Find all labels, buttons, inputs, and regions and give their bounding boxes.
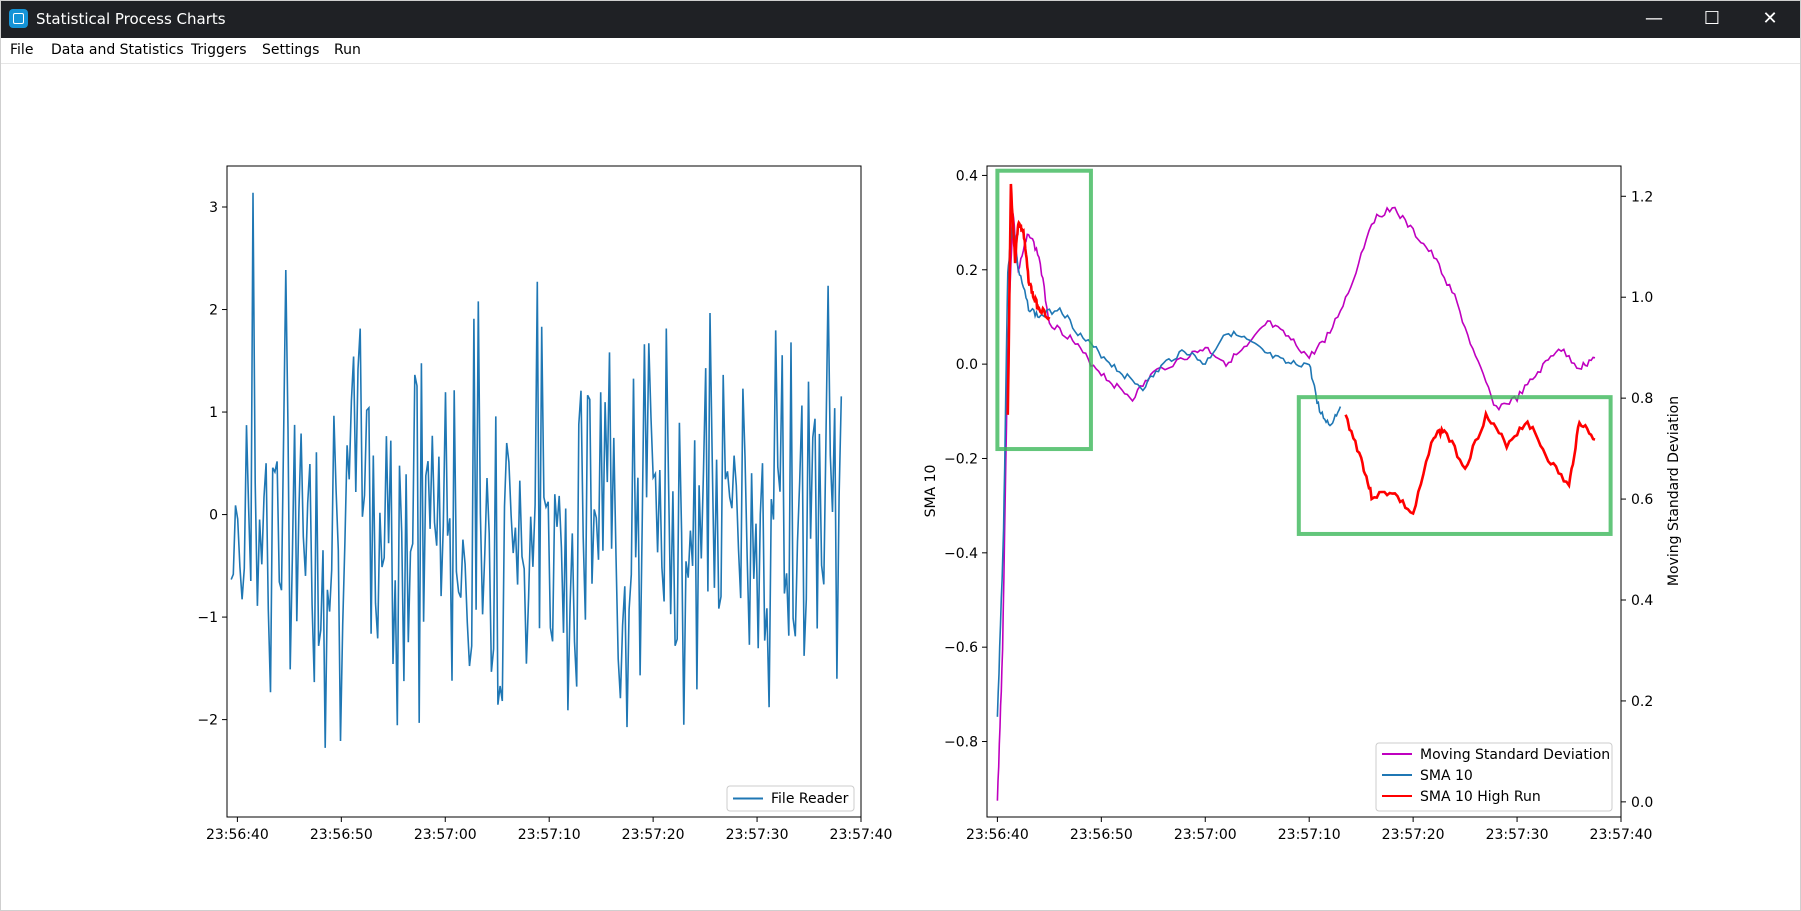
x-tick-label: 23:57:00 [1174, 827, 1237, 843]
y-right-tick-label: 1.2 [1631, 189, 1653, 205]
sma-10-high-run-line [1344, 409, 1596, 516]
title-bar: Statistical Process Charts — ☐ ✕ [0, 0, 1801, 38]
close-button[interactable]: ✕ [1762, 8, 1778, 29]
legend: File Reader [726, 785, 855, 812]
y-tick-label: −0.6 [944, 640, 978, 656]
x-tick-label: 23:56:40 [966, 827, 1029, 843]
y-right-axis-label: Moving Standard Deviation [1666, 396, 1682, 586]
menu-file[interactable]: File [10, 42, 34, 58]
y-right-tick-label: 0.8 [1631, 391, 1653, 407]
plot-frame [226, 165, 862, 818]
x-tick-label: 23:57:20 [1382, 827, 1445, 843]
y-right-tick-label: 0.4 [1631, 593, 1653, 609]
legend-entry: Moving Standard Deviation [1420, 747, 1610, 763]
x-tick-label: 23:57:20 [622, 827, 685, 843]
legend-box [1375, 742, 1613, 812]
sma-chart: 23:56:40 23:56:50 23:57:00 23:57:10 23:57:20… [923, 165, 1682, 843]
y-tick-label: 3 [209, 200, 218, 216]
menu-run[interactable]: Run [334, 42, 361, 58]
high-run-highlight-box [1296, 395, 1613, 536]
high-run-highlight-box [995, 168, 1093, 452]
x-tick-label: 23:56:50 [1070, 827, 1133, 843]
y-tick-label: −1 [197, 610, 218, 626]
y-tick-label: −0.8 [944, 735, 978, 751]
y-tick-label: 2 [209, 303, 218, 319]
legend-box [726, 785, 855, 812]
legend: Moving Standard Deviation SMA 10 SMA 10 Hi… [1375, 742, 1613, 812]
window-title: Statistical Process Charts [36, 10, 226, 28]
y-tick-label: 0.4 [956, 168, 978, 184]
y-right-tick-label: 1.0 [1631, 290, 1653, 306]
plot-frame [986, 165, 1622, 818]
y-tick-label: −0.2 [944, 451, 978, 467]
sma-10-high-run-line [1006, 183, 1051, 415]
x-tick-label: 23:57:40 [1590, 827, 1653, 843]
sma-10-line [996, 224, 1342, 717]
y-tick-label: 1 [209, 405, 218, 421]
maximize-button[interactable]: ☐ [1703, 8, 1721, 29]
x-tick-label: 23:57:40 [830, 827, 893, 843]
menu-triggers[interactable]: Triggers [191, 42, 247, 58]
plot-canvas: 23:56:40 23:56:50 23:57:00 23:57:10 23:57:20… [197, 165, 1682, 843]
x-tick-label: 23:57:30 [1486, 827, 1549, 843]
x-tick-label: 23:57:10 [518, 827, 581, 843]
app-icon [9, 9, 28, 28]
y-tick-label: 0.2 [956, 263, 978, 279]
legend-entry: File Reader [771, 791, 849, 807]
file-reader-line [230, 192, 843, 748]
y-right-tick-label: 0.6 [1631, 492, 1653, 508]
x-tick-label: 23:57:30 [726, 827, 789, 843]
x-tick-label: 23:56:50 [310, 827, 373, 843]
legend-entry: SMA 10 [1420, 768, 1473, 784]
y-axis-label: SMA 10 [923, 465, 939, 518]
x-tick-label: 23:57:10 [1278, 827, 1341, 843]
y-tick-label: −0.4 [944, 546, 978, 562]
file-reader-chart: 23:56:40 23:56:50 23:57:00 23:57:10 23:57:20… [197, 165, 893, 843]
menu-bar: File Data and Statistics Triggers Settin… [0, 38, 1801, 64]
moving-std-dev-line [996, 206, 1596, 801]
x-tick-label: 23:56:40 [206, 827, 269, 843]
y-right-tick-label: 0.0 [1631, 795, 1653, 811]
y-tick-label: 0 [209, 508, 218, 524]
y-tick-label: 0.0 [956, 357, 978, 373]
y-tick-label: −2 [197, 713, 218, 729]
minimize-button[interactable]: — [1645, 8, 1663, 29]
menu-settings[interactable]: Settings [262, 42, 320, 58]
y-right-tick-label: 0.2 [1631, 694, 1653, 710]
legend-entry: SMA 10 High Run [1420, 789, 1541, 805]
x-tick-label: 23:57:00 [414, 827, 477, 843]
menu-data-and-statistics[interactable]: Data and Statistics [51, 42, 184, 58]
